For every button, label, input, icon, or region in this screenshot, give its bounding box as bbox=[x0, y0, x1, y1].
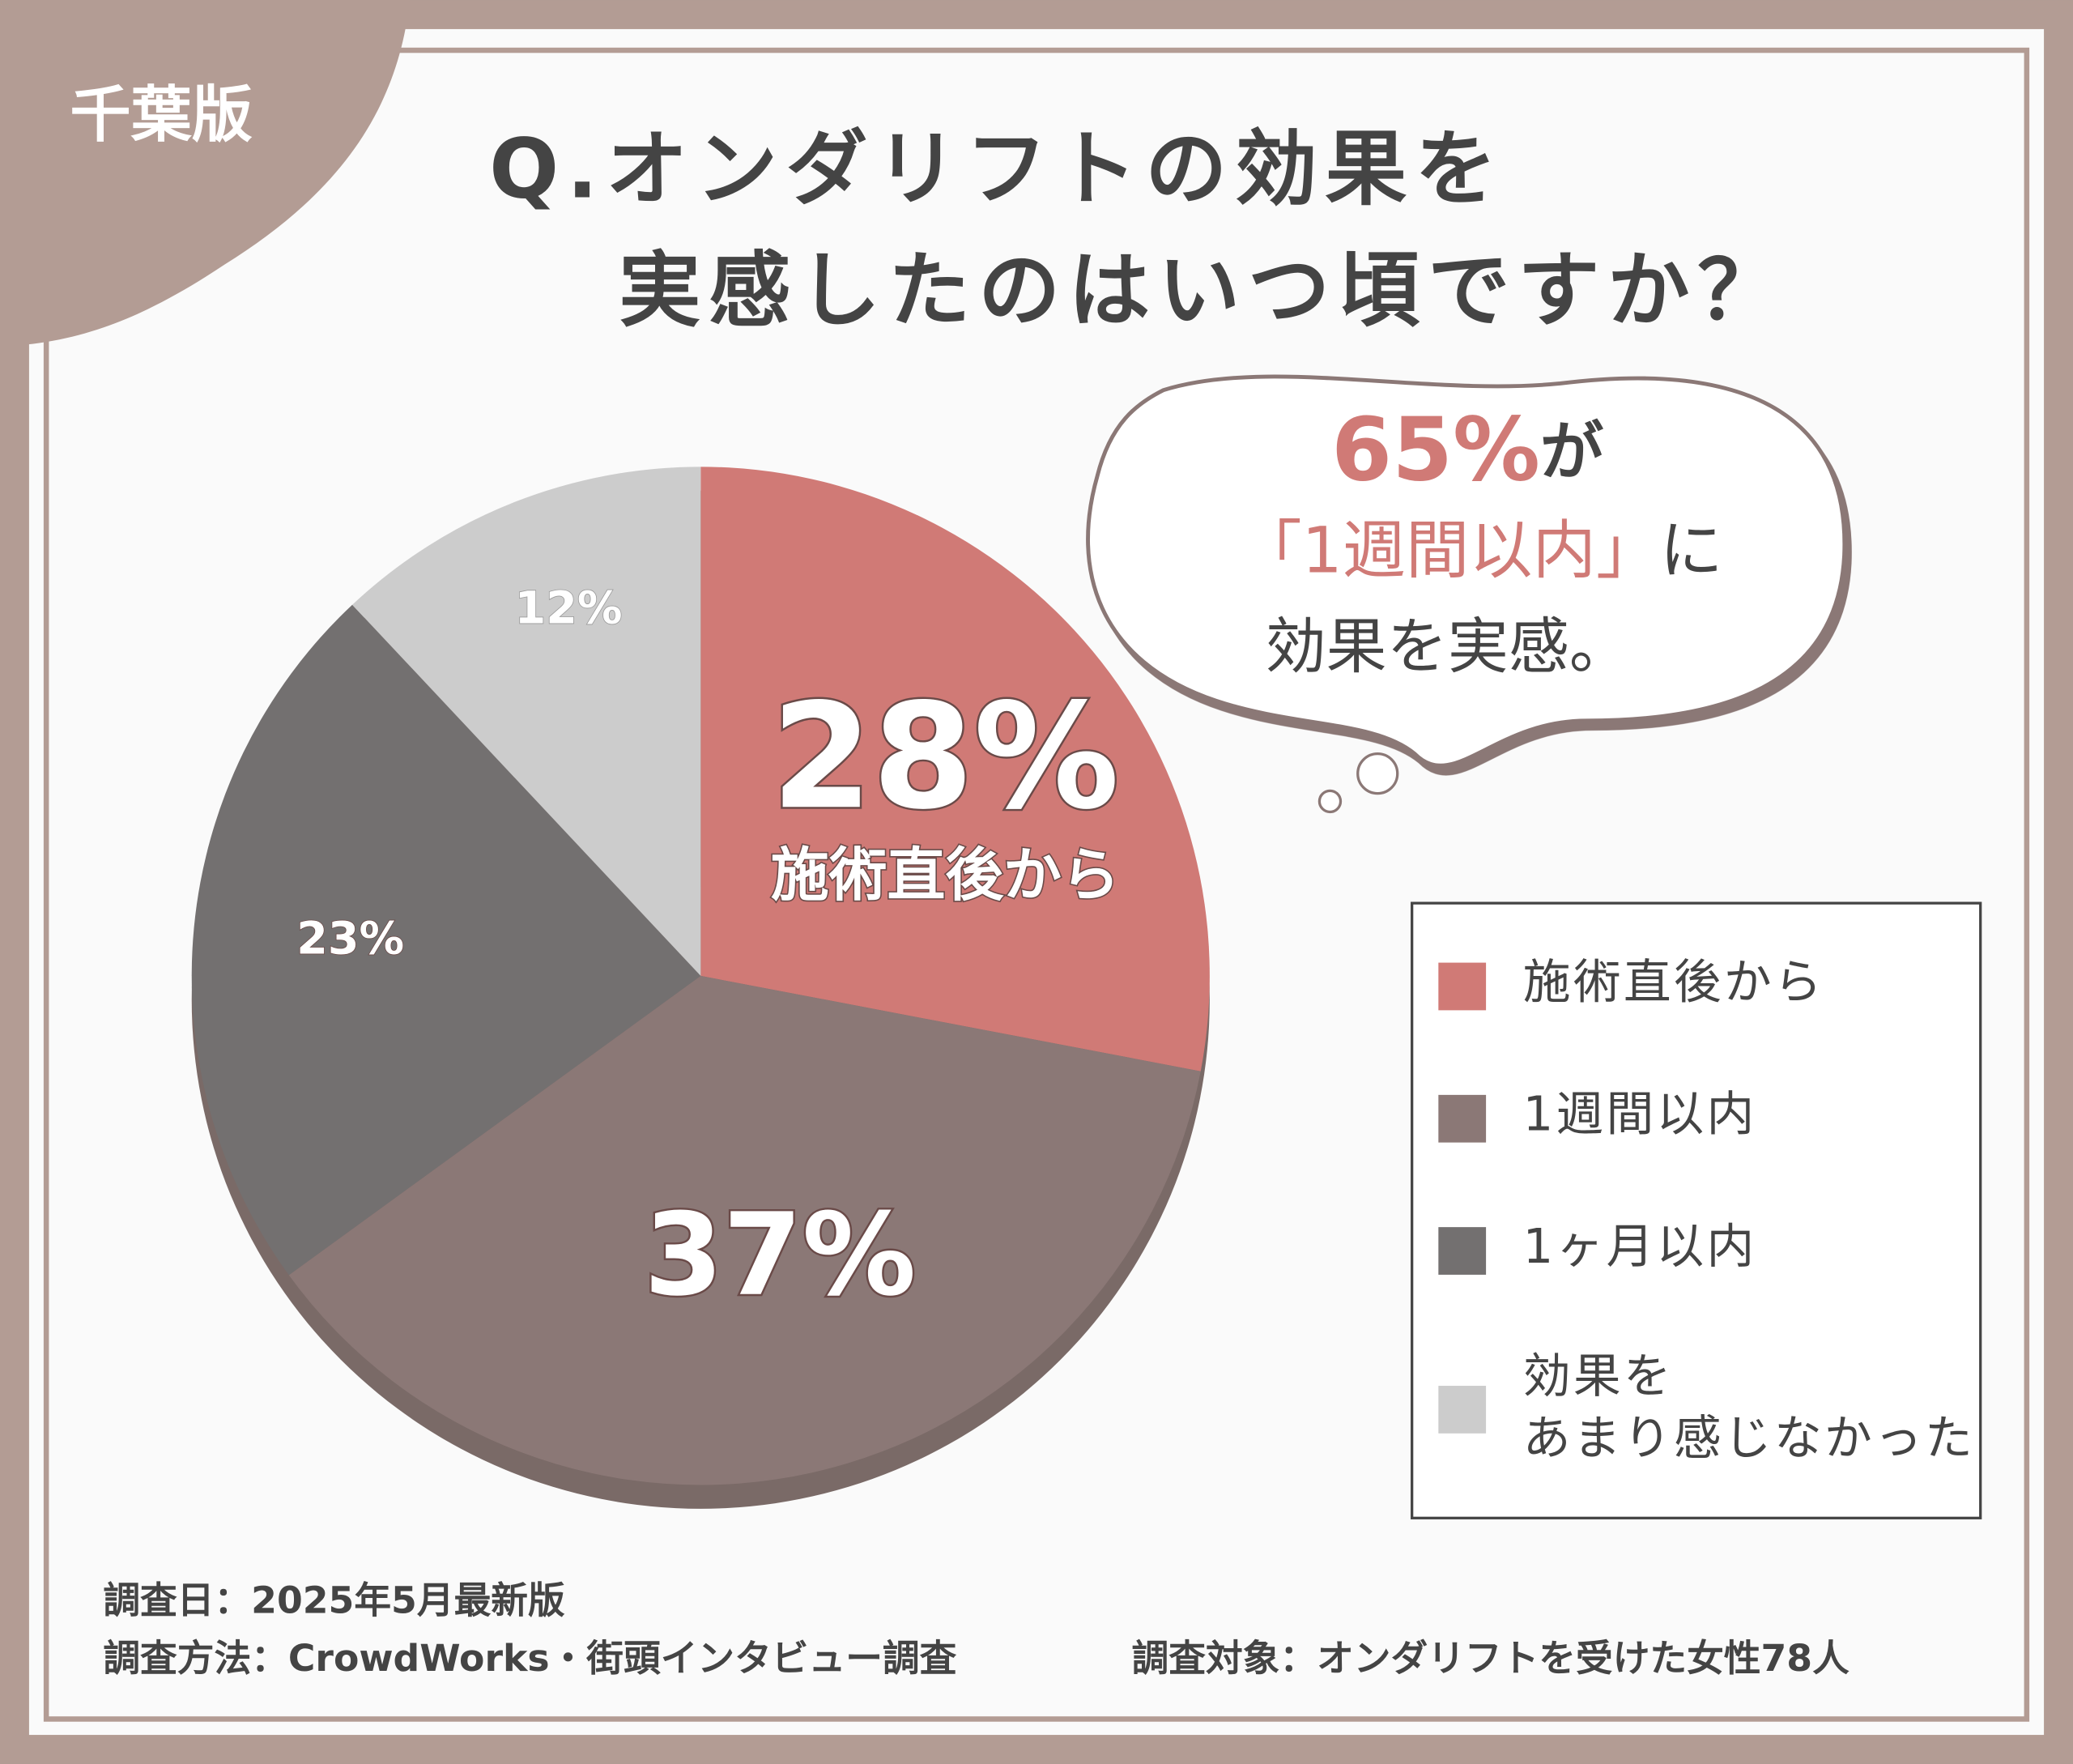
callout-dot bbox=[1356, 752, 1399, 795]
callout-line: 「1週間以内」に bbox=[1238, 514, 1722, 588]
legend-label: 1ヶ月以内 bbox=[1523, 1218, 1757, 1274]
value-label: 37% bbox=[644, 1190, 916, 1322]
callout-highlight: 65% bbox=[1331, 400, 1540, 501]
pie-slice bbox=[700, 467, 1210, 1072]
pie-slice bbox=[191, 604, 701, 1276]
badge: 千葉版 bbox=[70, 79, 253, 150]
callout-highlight: 「1週間以内」 bbox=[1238, 514, 1659, 588]
footer: 調査日：2025年5月最新版 bbox=[103, 1579, 565, 1621]
legend-box bbox=[1411, 901, 1982, 1519]
chart-title: 実感したのはいつ頃ですか？ bbox=[619, 243, 1787, 339]
legend-swatch bbox=[1438, 1227, 1487, 1275]
callout-text: 効果を実感。 bbox=[1265, 611, 1630, 682]
legend-swatch bbox=[1438, 962, 1487, 1011]
callout-text: が bbox=[1540, 415, 1603, 489]
callout-dot bbox=[1317, 789, 1343, 814]
legend-swatch bbox=[1438, 1094, 1487, 1143]
legend-swatch bbox=[1438, 1386, 1487, 1434]
legend-label: 施術直後から bbox=[1523, 953, 1824, 1009]
value-label: 28% bbox=[771, 672, 1119, 842]
badge-shape bbox=[0, 0, 411, 347]
callout-bubble bbox=[1086, 374, 1847, 768]
footer: 調査対象：オンダリフトを受けた女性78人 bbox=[1132, 1637, 1850, 1680]
slice-caption: 施術直後から bbox=[771, 841, 1120, 909]
value-label: 12% bbox=[515, 582, 623, 634]
legend-label: 1週間以内 bbox=[1523, 1086, 1757, 1142]
legend-label: 効果をあまり感じなかった bbox=[1523, 1348, 1975, 1465]
pie-slice bbox=[288, 975, 1201, 1485]
callout-line: 65%が bbox=[1331, 400, 1603, 501]
value-label: 23% bbox=[296, 913, 404, 965]
pie-slice bbox=[352, 467, 701, 976]
footer: 調査方法：CrowdWorks・街頭インタビュー調査 bbox=[103, 1637, 956, 1680]
plot: 28%37%23%12%施術直後から施術直後から1週間以内1ヶ月以内効果をあまり… bbox=[191, 467, 1975, 1509]
callout-text: に bbox=[1659, 514, 1722, 588]
chart-title: Q.オンダリフトの効果を bbox=[489, 121, 1505, 216]
panel-border bbox=[43, 47, 2030, 1722]
